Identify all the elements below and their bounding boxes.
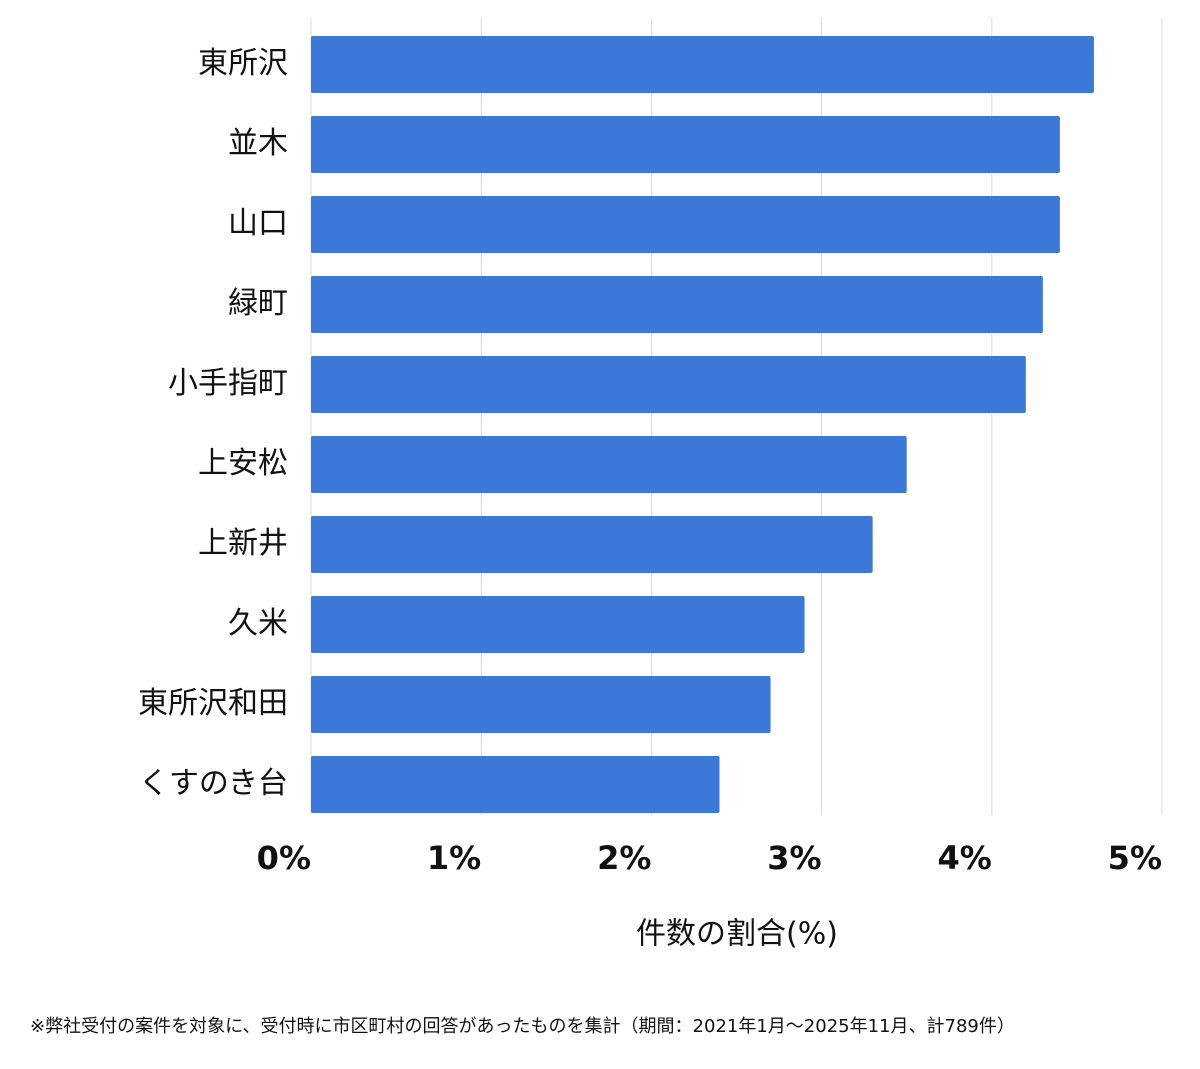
x-axis-label: 件数の割合(%) [636, 917, 838, 952]
bar [311, 196, 1060, 253]
y-tick-label: 上新井 [198, 526, 288, 561]
y-tick-label: 東所沢和田 [138, 686, 288, 721]
bar [311, 676, 771, 733]
y-tick-label: 小手指町 [168, 366, 288, 401]
x-tick-label: 3% [767, 839, 821, 877]
y-tick-label: 東所沢 [198, 46, 288, 81]
x-tick-label: 2% [597, 839, 651, 877]
x-tick-label: 5% [1108, 839, 1162, 877]
y-tick-label: 上安松 [198, 446, 288, 481]
bar [311, 596, 805, 653]
x-tick-label: 0% [257, 839, 311, 877]
y-tick-label: 山口 [228, 206, 288, 241]
footnote: ※弊社受付の案件を対象に、受付時に市区町村の回答があったものを集計（期間：202… [30, 1016, 1015, 1037]
bar [311, 116, 1060, 173]
bar [311, 276, 1043, 333]
bar [311, 36, 1094, 93]
x-tick-label: 4% [937, 839, 991, 877]
bar [311, 516, 873, 573]
y-tick-label: くすのき台 [139, 766, 288, 801]
y-tick-label: 並木 [228, 126, 288, 161]
y-tick-label: 緑町 [228, 286, 288, 321]
y-tick-label: 久米 [228, 606, 288, 641]
bar [311, 436, 907, 493]
x-tick-label: 1% [427, 839, 481, 877]
bar [311, 756, 720, 813]
bar [311, 356, 1026, 413]
